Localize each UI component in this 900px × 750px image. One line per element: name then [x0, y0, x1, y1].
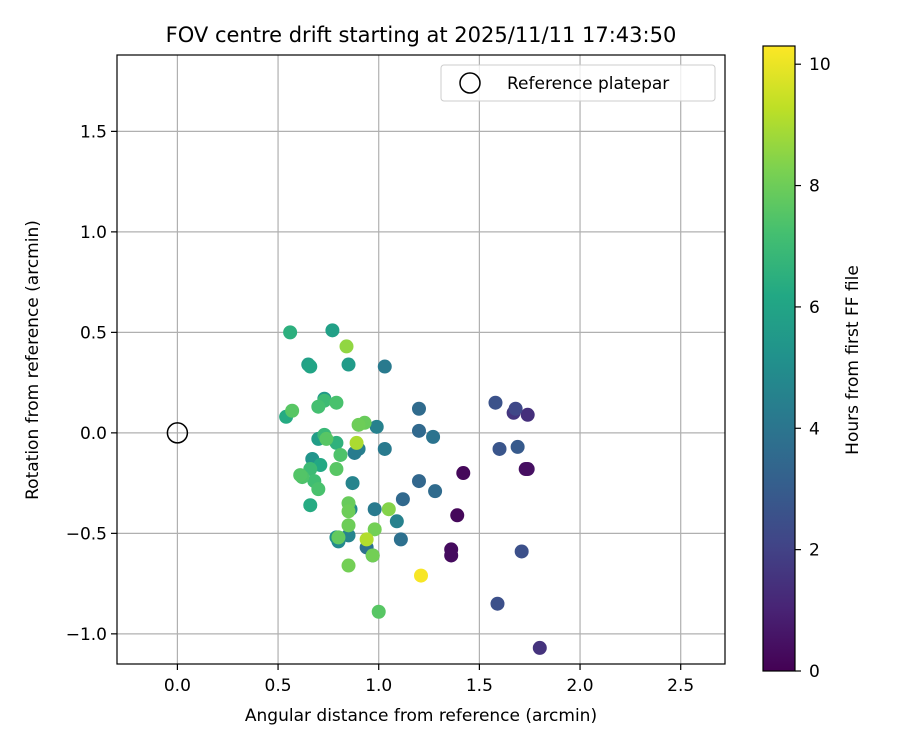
data-point — [303, 359, 318, 374]
data-point — [381, 502, 396, 517]
y-tick-label: −0.5 — [66, 524, 107, 544]
data-point — [411, 423, 426, 438]
data-point — [311, 399, 326, 414]
data-point — [341, 558, 356, 573]
y-tick-label: 1.5 — [80, 122, 107, 142]
data-point — [395, 492, 410, 507]
x-tick-label: 2.0 — [567, 676, 594, 696]
colorbar: 0 2 4 6 8 10 Hours from first FF file — [762, 45, 863, 682]
data-point — [319, 431, 334, 446]
data-point — [359, 532, 374, 547]
x-axis-label: Angular distance from reference (arcmin) — [245, 706, 597, 726]
y-tick-label: 1.0 — [80, 223, 107, 243]
data-point — [510, 439, 525, 454]
data-point — [508, 401, 523, 416]
colorbar-tick-label: 10 — [809, 55, 831, 75]
colorbar-tick-label: 2 — [809, 541, 820, 561]
data-point — [367, 502, 382, 517]
legend: Reference platepar — [440, 64, 716, 102]
colorbar-gradient — [762, 45, 796, 672]
colorbar-ticks: 0 2 4 6 8 10 — [795, 55, 831, 682]
data-point — [377, 441, 392, 456]
data-point — [333, 447, 348, 462]
data-point — [411, 474, 426, 489]
y-axis-ticks: −1.0 −0.5 0.0 0.5 1.0 1.5 — [66, 122, 117, 645]
data-point — [341, 504, 356, 519]
data-point — [345, 476, 360, 491]
data-point — [532, 640, 547, 655]
y-axis-label: Rotation from reference (arcmin) — [23, 220, 43, 500]
data-point — [341, 357, 356, 372]
data-point — [311, 482, 326, 497]
data-point — [329, 395, 344, 410]
x-axis-ticks: 0.0 0.5 1.0 1.5 2.0 2.5 — [164, 664, 694, 696]
data-point — [393, 532, 408, 547]
data-point — [283, 325, 298, 340]
data-point — [371, 604, 386, 619]
data-point — [369, 419, 384, 434]
colorbar-tick-label: 8 — [809, 177, 820, 197]
data-point — [456, 466, 471, 481]
y-tick-label: 0.5 — [80, 323, 107, 343]
data-point — [349, 435, 364, 450]
legend-label: Reference platepar — [507, 74, 669, 94]
chart-title: FOV centre drift starting at 2025/11/11 … — [166, 23, 677, 47]
data-point — [377, 359, 392, 374]
data-point — [293, 468, 308, 483]
data-point — [325, 323, 340, 338]
data-point — [444, 548, 459, 563]
data-point — [450, 508, 465, 523]
colorbar-tick-label: 4 — [809, 419, 820, 439]
data-point — [285, 403, 300, 418]
data-point — [367, 522, 382, 537]
x-tick-label: 1.0 — [365, 676, 392, 696]
data-point — [492, 441, 507, 456]
data-point — [411, 401, 426, 416]
reference-marker-group — [166, 422, 189, 444]
data-point — [518, 462, 533, 477]
data-points — [279, 323, 547, 655]
data-point — [514, 544, 529, 559]
data-point — [428, 484, 443, 499]
reference-platepar-marker — [166, 422, 189, 444]
legend-marker — [459, 72, 481, 94]
data-point — [365, 548, 380, 563]
y-tick-label: −1.0 — [66, 625, 107, 645]
data-point — [329, 462, 344, 477]
x-tick-label: 1.5 — [466, 676, 493, 696]
data-point — [488, 395, 503, 410]
data-point — [389, 514, 404, 529]
data-point — [426, 429, 441, 444]
colorbar-tick-label: 0 — [809, 662, 820, 682]
data-point — [341, 518, 356, 533]
x-tick-label: 0.0 — [164, 676, 191, 696]
x-tick-label: 2.5 — [667, 676, 694, 696]
data-point — [490, 596, 505, 611]
data-point — [351, 417, 366, 432]
data-point — [303, 498, 318, 513]
plot-frame — [116, 54, 726, 665]
data-point — [339, 339, 354, 354]
legend-box — [440, 64, 716, 102]
colorbar-tick-label: 6 — [809, 298, 820, 318]
data-point — [331, 530, 346, 545]
data-point — [414, 568, 428, 583]
y-tick-label: 0.0 — [80, 424, 107, 444]
colorbar-label: Hours from first FF file — [843, 265, 863, 455]
data-point — [520, 407, 535, 422]
x-tick-label: 0.5 — [265, 676, 292, 696]
